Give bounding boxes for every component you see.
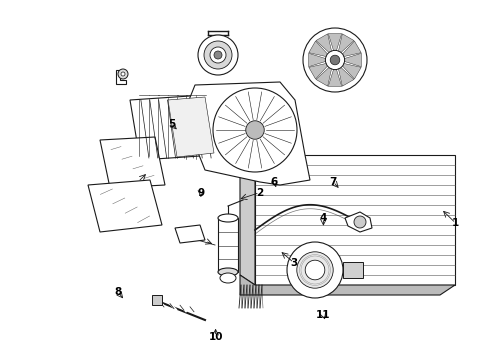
Polygon shape [328,65,342,86]
Polygon shape [340,53,361,67]
Circle shape [305,260,325,280]
Polygon shape [130,95,215,160]
Polygon shape [116,70,126,84]
Polygon shape [240,275,455,295]
Polygon shape [175,225,205,243]
Circle shape [330,55,340,65]
Polygon shape [168,97,214,157]
Text: 3: 3 [291,258,297,268]
Polygon shape [339,62,361,79]
Text: 7: 7 [329,177,337,187]
Polygon shape [240,155,255,285]
Polygon shape [316,64,333,86]
Text: 1: 1 [452,218,459,228]
Text: 5: 5 [168,119,175,129]
Circle shape [118,69,128,79]
Polygon shape [218,218,238,272]
Polygon shape [152,295,162,305]
Polygon shape [338,34,354,56]
Ellipse shape [218,214,238,222]
Text: 9: 9 [197,188,204,198]
Text: 10: 10 [208,332,223,342]
Circle shape [198,35,238,75]
Text: 11: 11 [316,310,331,320]
Polygon shape [255,155,455,285]
Text: 8: 8 [114,287,121,297]
Polygon shape [309,53,330,67]
Polygon shape [345,212,372,232]
Polygon shape [309,41,331,58]
Circle shape [121,72,125,76]
Ellipse shape [218,268,238,276]
Text: 4: 4 [319,213,327,223]
Circle shape [325,50,344,69]
Polygon shape [338,64,354,86]
Circle shape [354,216,366,228]
Circle shape [246,121,264,139]
Polygon shape [208,62,228,70]
Text: 2: 2 [256,188,263,198]
Circle shape [287,242,343,298]
Ellipse shape [220,273,236,283]
Circle shape [213,88,297,172]
Circle shape [303,28,367,92]
Circle shape [204,41,232,69]
Circle shape [297,252,333,288]
Text: 6: 6 [271,177,278,187]
Polygon shape [100,137,165,188]
Polygon shape [309,62,331,79]
Circle shape [214,51,222,59]
Polygon shape [88,180,162,232]
Polygon shape [185,82,310,185]
Polygon shape [316,34,333,56]
Polygon shape [328,33,342,55]
Polygon shape [343,262,363,278]
Polygon shape [339,41,361,58]
Circle shape [210,47,226,63]
